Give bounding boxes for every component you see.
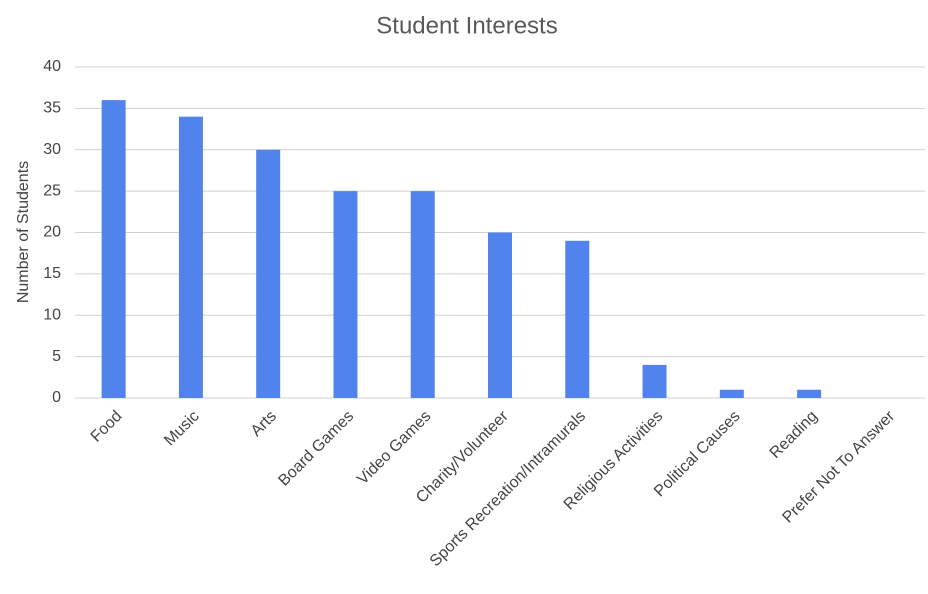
bar: [565, 240, 590, 398]
x-tick-label: Political Causes: [651, 408, 744, 501]
y-tick-label: 30: [43, 141, 61, 158]
y-tick-label: 5: [52, 348, 61, 365]
x-tick-label: Sports Recreation/Intramurals: [427, 408, 589, 570]
y-tick-label: 20: [43, 224, 61, 241]
y-tick-label: 40: [43, 58, 61, 75]
y-tick-label: 0: [52, 389, 61, 406]
x-tick-label: Video Games: [354, 408, 434, 488]
x-tick-label: Reading: [767, 408, 821, 462]
y-tick-label: 10: [43, 306, 61, 323]
y-tick-label: 15: [43, 265, 61, 282]
x-tick-label: Board Games: [275, 408, 357, 490]
bar: [178, 116, 203, 399]
bar: [333, 191, 358, 398]
bar: [410, 191, 435, 398]
x-tick-label: Food: [88, 408, 126, 446]
bar: [797, 389, 822, 398]
y-axis-label: Number of Students: [15, 161, 32, 303]
x-tick-label: Music: [161, 408, 203, 450]
x-tick-label: Arts: [248, 408, 280, 440]
y-tick-label: 25: [43, 182, 61, 199]
chart-title: Student Interests: [376, 12, 557, 39]
bar: [488, 232, 512, 398]
bar: [719, 389, 744, 398]
bar: [642, 364, 667, 398]
bar: [256, 149, 281, 398]
y-tick-label: 35: [43, 100, 61, 117]
bar: [101, 100, 126, 398]
